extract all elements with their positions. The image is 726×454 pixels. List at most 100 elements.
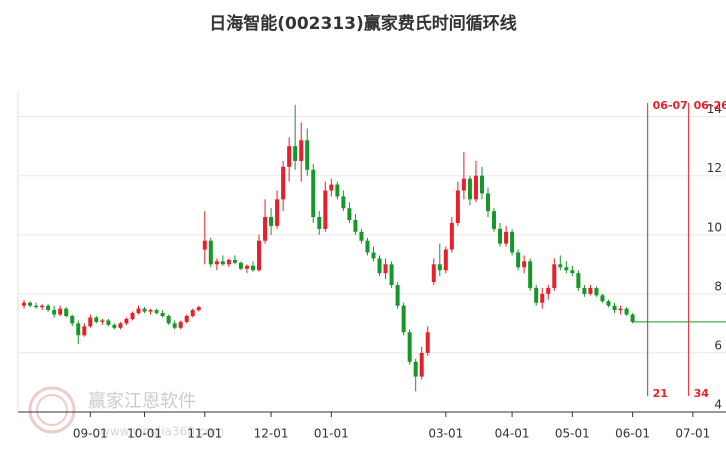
candle-body <box>365 240 370 253</box>
x-tick-label: 05-01 <box>555 427 590 441</box>
candle-body <box>263 217 268 241</box>
y-tick-label: 14 <box>707 102 722 116</box>
candle-body <box>76 323 81 336</box>
candle-body <box>630 314 635 322</box>
candle-body <box>341 196 346 209</box>
y-tick-label: 8 <box>714 279 722 293</box>
candle-body <box>594 287 599 296</box>
candle-body <box>492 211 497 229</box>
candle-body <box>498 228 503 244</box>
candle-body <box>329 184 334 191</box>
cycle-days: 21 <box>653 387 668 400</box>
candle-body <box>196 307 201 311</box>
candle-body <box>558 264 563 268</box>
candle-body <box>419 352 424 377</box>
x-tick-label: 10-01 <box>127 427 162 441</box>
candle-body <box>190 310 195 317</box>
watermark: 赢家江恩软件 <box>88 390 196 412</box>
candle-body <box>335 184 340 197</box>
candle-body <box>570 270 575 274</box>
candle-body <box>552 264 557 288</box>
candle-body <box>22 302 27 306</box>
x-tick-label: 09-01 <box>73 427 108 441</box>
candle-body <box>94 317 99 322</box>
candle-body <box>606 301 611 306</box>
candle-body <box>461 178 466 191</box>
candle-body <box>64 308 69 317</box>
candle-body <box>130 313 135 319</box>
candle-body <box>600 295 605 302</box>
candle-body <box>257 240 262 271</box>
candle-body <box>528 261 533 288</box>
candle-body <box>413 361 418 377</box>
candle-body <box>437 264 442 271</box>
candle-body <box>395 284 400 306</box>
candle-body <box>449 222 454 250</box>
candle-body <box>148 310 153 312</box>
candle-body <box>220 261 225 265</box>
candle-body <box>473 175 478 200</box>
candle-body <box>70 316 75 324</box>
candle-body <box>184 316 189 322</box>
candle-body <box>160 313 165 317</box>
candle-body <box>455 190 460 223</box>
x-tick-label: 07-01 <box>675 427 710 441</box>
candle-body <box>534 287 539 303</box>
y-tick-label: 4 <box>714 398 722 412</box>
candle-body <box>124 318 129 324</box>
candle-body <box>371 252 376 259</box>
candle-body <box>540 293 545 303</box>
candle-body <box>377 258 382 274</box>
cycle-date: 06-07 <box>653 99 688 112</box>
candle-body <box>479 175 484 194</box>
candle-body <box>522 261 527 268</box>
candle-body <box>46 305 51 311</box>
x-tick-label: 06-01 <box>615 427 650 441</box>
candle-body <box>142 308 147 312</box>
candle-body <box>269 217 274 226</box>
candle-body <box>52 310 57 315</box>
candle-body <box>208 240 213 265</box>
x-tick-label: 12-01 <box>254 427 289 441</box>
x-tick-label: 11-01 <box>187 427 222 441</box>
x-tick-label: 03-01 <box>428 427 463 441</box>
candle-body <box>443 249 448 271</box>
candle-body <box>425 332 430 353</box>
candle-body <box>407 332 412 362</box>
candle-body <box>389 264 394 285</box>
candle-body <box>100 320 105 322</box>
candle-body <box>624 308 629 315</box>
candle-body <box>359 231 364 241</box>
y-tick-label: 10 <box>707 220 722 234</box>
candle-body <box>510 231 515 253</box>
candle-body <box>317 217 322 229</box>
y-tick-label: 6 <box>714 338 722 352</box>
candle-body <box>58 308 63 315</box>
candle-body <box>106 320 111 325</box>
candle-body <box>232 259 237 263</box>
candle-body <box>485 193 490 212</box>
candle-body <box>172 323 177 328</box>
candle-body <box>576 273 581 288</box>
candle-body <box>401 305 406 333</box>
x-tick-label: 04-01 <box>495 427 530 441</box>
candle-body <box>564 267 569 271</box>
candle-body <box>244 265 249 269</box>
x-tick-label: 01-01 <box>314 427 349 441</box>
watermark-logo <box>28 386 76 434</box>
candle-body <box>383 264 388 274</box>
candle-body <box>582 287 587 294</box>
candle-body <box>226 259 231 265</box>
candle-body <box>40 305 45 308</box>
candle-body <box>516 252 521 268</box>
candle-body <box>34 305 39 308</box>
candle-body <box>202 240 207 250</box>
chart-title: 日海智能(002313)赢家费氏时间循环线 <box>209 13 517 34</box>
candle-body <box>305 140 310 170</box>
candle-body <box>431 264 436 283</box>
candle-body <box>118 323 123 328</box>
cycle-date: 06-26 <box>694 99 726 112</box>
candle-body <box>275 199 280 226</box>
candle-body <box>504 231 509 244</box>
